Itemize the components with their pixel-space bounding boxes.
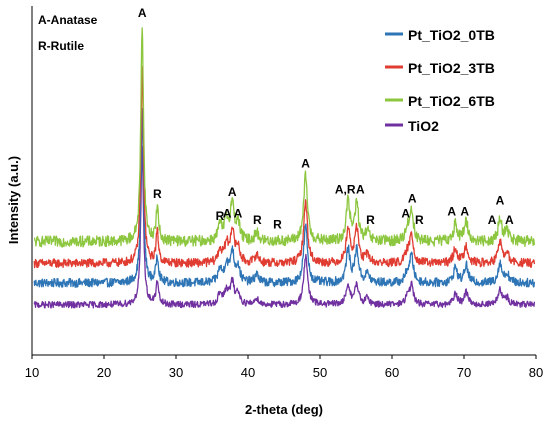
peak-label: A [496,193,505,207]
x-tick-label: 30 [169,365,183,380]
x-axis-label: 2-theta (deg) [245,402,323,417]
peak-label: A [447,204,456,218]
legend-item: Pt_TiO2_0TB [385,27,495,43]
peak-label: A [401,207,410,221]
peak-label: A [228,185,237,199]
peak-label: R [273,217,282,231]
series-line-pt-tio2-6tb [33,27,536,248]
x-tick-label: 70 [457,365,471,380]
plot-area [31,6,536,356]
peak-label: R [153,187,162,201]
peak-label: A [505,213,514,227]
legend-item: Pt_TiO2_6TB [385,93,495,109]
peak-label: R [366,213,375,227]
legend-item: TiO2 [385,118,439,134]
peak-label: A,R [335,183,356,197]
legend-label: Pt_TiO2_3TB [408,60,495,76]
legend-label: Pt_TiO2_0TB [408,27,495,43]
peak-label: A [408,191,417,205]
x-tick-label: 50 [313,365,327,380]
x-ticks: 10 20 30 40 50 60 70 80 [25,355,543,380]
legend-label: TiO2 [408,118,439,134]
peak-label: R [216,209,225,223]
series-layer [33,27,536,309]
peak-label: A [460,204,469,218]
peak-label: A [223,207,232,221]
series-line-tio2 [33,146,536,309]
series-line-pt-tio2-3tb [33,66,536,269]
x-tick-label: 40 [241,365,255,380]
legend-label: Pt_TiO2_6TB [408,93,495,109]
series-line-pt-tio2-0tb [33,108,536,288]
peak-label: A [488,213,497,227]
y-axis-label: Intensity (a.u.) [6,156,21,244]
phase-note-rutile: R-Rutile [38,39,84,53]
legend: Pt_TiO2_0TB Pt_TiO2_3TB Pt_TiO2_6TB TiO2 [385,27,495,134]
peak-label: A [356,183,365,197]
x-tick-label: 10 [25,365,39,380]
phase-note-anatase: A-Anatase [38,13,98,27]
peak-label: A [138,6,147,20]
x-tick-label: 80 [529,365,543,380]
x-tick-label: 20 [97,365,111,380]
peak-label: R [253,213,262,227]
peak-label: R [415,213,424,227]
peak-label: A [234,207,243,221]
legend-item: Pt_TiO2_3TB [385,60,495,76]
x-tick-label: 60 [385,365,399,380]
peak-label: A [301,156,310,170]
